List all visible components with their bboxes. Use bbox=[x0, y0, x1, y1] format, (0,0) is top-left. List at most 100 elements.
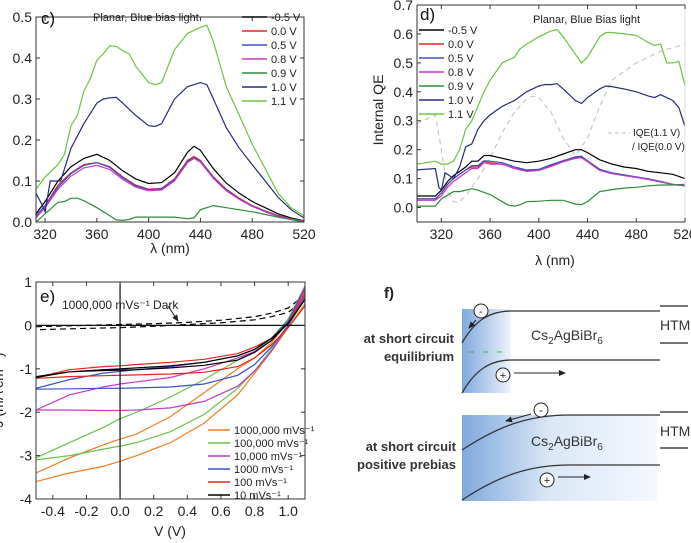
valence-band-prebias bbox=[461, 464, 660, 501]
legend-label: 10,000 mVs⁻¹ bbox=[234, 451, 303, 463]
panel-d-ticks: 320 360 400 440 480 520 0.0 0.1 0.2 0.3 0.4 0.5 0.6 0… bbox=[394, 0, 691, 242]
series-line--0-5-V bbox=[36, 145, 304, 222]
legend-label: 0.8 V bbox=[448, 67, 474, 79]
series-line-1-0-V bbox=[36, 81, 304, 219]
x-tick-label: 520 bbox=[673, 226, 691, 242]
y-tick-label: 0.2 bbox=[13, 132, 33, 148]
x-tick-label: 0.6 bbox=[211, 503, 231, 519]
diagram-row-equilibrium: - + Cs2AgBiBr6 HTM at short circuit equi… bbox=[364, 303, 690, 394]
legend-label: 1000 mVs⁻¹ bbox=[234, 464, 293, 476]
electron-icon bbox=[533, 402, 549, 418]
panel-d-frame bbox=[416, 4, 686, 223]
legend-label: 100 mVs⁻¹ bbox=[234, 477, 287, 489]
y-tick-label: 0.1 bbox=[394, 171, 414, 187]
y-tick-label: -4 bbox=[20, 491, 33, 507]
panel-c-xlabel: λ (nm) bbox=[150, 240, 190, 256]
series-line-0-9-V bbox=[417, 183, 685, 207]
x-tick-label: -0.4 bbox=[41, 503, 65, 519]
series-line-1-0-V bbox=[417, 83, 685, 192]
x-tick-label: 400 bbox=[137, 226, 161, 242]
legend-label: 100,000 mVs⁻¹ bbox=[234, 438, 309, 450]
electron-arrow-prebias bbox=[505, 413, 532, 423]
legend-label: 0.0 V bbox=[271, 26, 297, 38]
panel-d-series-group bbox=[417, 28, 685, 207]
panel-c-title: Planar, Blue bias light bbox=[93, 12, 199, 24]
x-tick-label: 0.2 bbox=[144, 503, 164, 519]
legend-label: 1.0 V bbox=[271, 82, 297, 94]
electron-sign: - bbox=[539, 405, 543, 417]
panel-e-jv-chart: -0.4 -0.2 0.0 0.2 0.4 0.6 0.8 1.0-4-3-2-101 e) … bbox=[0, 274, 315, 539]
htm-label-prebias: HTM bbox=[660, 423, 690, 439]
x-tick-label: 360 bbox=[85, 226, 109, 242]
series-line--0-5-V bbox=[417, 149, 685, 197]
panel-d-label: d) bbox=[420, 5, 435, 24]
series-line-0-8-V bbox=[417, 157, 685, 201]
y-tick-label: -1 bbox=[20, 361, 33, 377]
x-tick-label: 0.0 bbox=[110, 503, 130, 519]
y-tick-label: 0.1 bbox=[13, 173, 33, 189]
panel-d-title: Planar, Blue Bias light bbox=[533, 14, 640, 26]
x-tick-label: 0.4 bbox=[178, 503, 198, 519]
y-tick-label: -3 bbox=[20, 448, 33, 464]
panel-c-series-group bbox=[36, 24, 304, 222]
htm-label-equilibrium: HTM bbox=[660, 317, 690, 333]
x-tick-label: 320 bbox=[33, 226, 57, 242]
y-tick-label: 1 bbox=[24, 274, 32, 290]
legend-label: 0.9 V bbox=[271, 68, 297, 80]
panel-d-ylabel: Internal QE bbox=[370, 75, 386, 146]
x-tick-label: -0.2 bbox=[74, 503, 98, 519]
legend-label: 1.0 V bbox=[448, 95, 474, 107]
panel-e-frame bbox=[35, 281, 306, 500]
electron-icon bbox=[473, 303, 489, 319]
row-label-prebias-2: positive prebias bbox=[357, 457, 456, 472]
x-tick-label: 0.8 bbox=[245, 503, 265, 519]
legend-label: -0.5 V bbox=[271, 12, 301, 24]
series-line-1000-000-mVs- bbox=[36, 290, 305, 483]
panel-c-label: c) bbox=[41, 9, 55, 28]
series-line-100-mVs- bbox=[36, 291, 305, 379]
y-tick-label: 0.5 bbox=[394, 55, 414, 71]
legend-label: 1.1 V bbox=[271, 96, 297, 108]
x-tick-label: 440 bbox=[189, 226, 213, 242]
hole-icon bbox=[539, 472, 555, 488]
panel-e-label: e) bbox=[40, 287, 55, 306]
series-line-0-5-V bbox=[417, 155, 685, 200]
hole-sign: + bbox=[544, 475, 550, 487]
x-tick-label: 440 bbox=[576, 226, 600, 242]
legend-label: 0.5 V bbox=[271, 40, 297, 52]
panel-d-ratio-annotation-2: / IQE(0.0 V) bbox=[632, 142, 685, 153]
series-line-10-mVs- bbox=[36, 299, 305, 379]
panel-c-legend: -0.5 V 0.0 V 0.5 V 0.8 V 0.9 V 1.0 V 1.1 V bbox=[242, 12, 301, 108]
x-tick-label: 480 bbox=[241, 226, 265, 242]
row-label-equilibrium-1: at short circuit bbox=[364, 331, 455, 346]
x-tick-label: 1.0 bbox=[278, 503, 298, 519]
series-line-10-000-mVs- bbox=[36, 286, 305, 412]
panel-e-dark-arrow bbox=[167, 305, 179, 322]
legend-label: 0.8 V bbox=[271, 54, 297, 66]
panel-e-dark-annotation: 1000,000 mVs⁻¹ Dark bbox=[62, 298, 179, 312]
panel-c-ticks: 320 360 400 440 480 520 0.0 0.1 0.2 0.3 0.4 0.5 bbox=[13, 9, 316, 242]
legend-label: -0.5 V bbox=[448, 25, 478, 37]
x-tick-label: 480 bbox=[625, 226, 649, 242]
y-tick-label: 0.6 bbox=[394, 26, 414, 42]
panel-c-frame bbox=[35, 16, 305, 223]
y-tick-label: 0.7 bbox=[394, 0, 414, 13]
series-line-0-9-V bbox=[36, 197, 304, 222]
legend-label: 1000,000 mVs⁻¹ bbox=[234, 425, 315, 437]
x-tick-label: 360 bbox=[478, 226, 502, 242]
panel-e-ticks: -0.4 -0.2 0.0 0.2 0.4 0.6 0.8 1.0 -4 -3 -2 -1 0 1 bbox=[20, 274, 305, 519]
y-tick-label: 0.0 bbox=[394, 200, 414, 216]
diagram-row-prebias: - + Cs2AgBiBr6 HTM at short circuit posi… bbox=[357, 402, 690, 501]
hole-sign: + bbox=[500, 370, 506, 382]
conduction-band-prebias bbox=[461, 414, 660, 451]
row-label-prebias-1: at short circuit bbox=[366, 439, 457, 454]
legend-label: 10 mVs⁻¹ bbox=[234, 490, 281, 502]
y-tick-label: 0.5 bbox=[13, 9, 33, 25]
conduction-band-equilibrium bbox=[461, 310, 660, 344]
panel-e-ylabel: J (mA cm⁻²) bbox=[0, 352, 6, 427]
depletion-region-prebias bbox=[462, 415, 657, 501]
x-tick-label: 400 bbox=[527, 226, 551, 242]
panel-d-ratio-annotation-1: IQE(1.1 V) bbox=[633, 128, 680, 139]
